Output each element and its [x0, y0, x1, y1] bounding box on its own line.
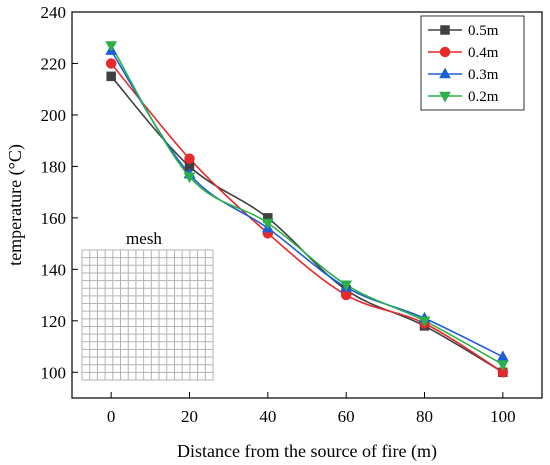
mesh-inset: mesh [81, 229, 214, 381]
data-point-1 [184, 153, 195, 164]
legend-box [420, 15, 525, 111]
data-point-3 [340, 280, 353, 292]
legend-marker [439, 91, 451, 103]
y-tick-label: 180 [41, 157, 67, 176]
legend-label: 0.3m [468, 67, 499, 83]
data-point-3 [261, 218, 274, 230]
mesh-border [81, 249, 214, 381]
data-point-3 [105, 41, 118, 52]
y-tick-label: 240 [41, 3, 67, 22]
x-tick-label: 20 [181, 407, 198, 426]
y-tick-label: 140 [41, 260, 67, 279]
legend-label: 0.2m [468, 89, 499, 105]
legend-marker [440, 25, 450, 35]
y-tick-label: 220 [41, 54, 67, 73]
y-axis-title: temperature (°C) [5, 144, 26, 266]
data-point-0 [106, 71, 116, 82]
y-tick-label: 200 [41, 106, 67, 125]
y-axis-ticks: 100 120 140 160 180 200 220 240 [41, 3, 78, 382]
data-point-3 [418, 316, 431, 328]
x-tick-label: 100 [490, 407, 516, 426]
x-tick-label: 0 [107, 407, 116, 426]
x-tick-label: 80 [416, 407, 433, 426]
x-axis-title: Distance from the source of fire (m) [177, 441, 437, 462]
mesh-grid [81, 249, 214, 381]
x-tick-label: 60 [338, 407, 355, 426]
legend: 0.5m 0.4m 0.3m 0.2m [420, 15, 525, 111]
y-tick-label: 100 [41, 363, 67, 382]
data-point-3 [496, 360, 509, 372]
legend-marker [439, 46, 451, 58]
y-tick-label: 160 [41, 209, 67, 228]
mesh-label: mesh [126, 229, 162, 248]
data-point-1 [105, 58, 117, 69]
legend-label: 0.4m [468, 45, 499, 61]
series-markers [105, 41, 509, 378]
y-tick-label: 120 [41, 312, 67, 331]
legend-label: 0.5m [468, 23, 499, 39]
x-tick-label: 40 [259, 407, 276, 426]
data-point-3 [183, 172, 196, 184]
x-axis-ticks: 0 20 40 60 80 100 [107, 392, 516, 426]
legend-marker [439, 67, 451, 79]
